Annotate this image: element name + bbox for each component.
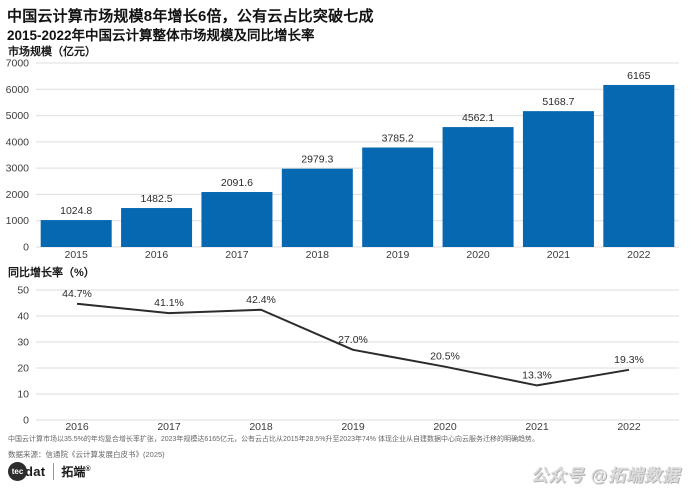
y-tick-label: 0	[23, 415, 29, 427]
y-tick-label: 40	[17, 311, 29, 323]
bar-value-label: 1024.8	[60, 205, 92, 217]
bar-value-label: 1482.5	[141, 193, 173, 205]
x-tick-label: 2016	[145, 249, 169, 261]
y-tick-label: 4000	[6, 136, 30, 148]
bar-axis-title: 市场规模（亿元）	[8, 46, 96, 58]
y-tick-label: 6000	[6, 84, 30, 96]
growth-line	[76, 302, 630, 387]
y-tick-label: 10	[17, 389, 29, 401]
bar-chart: 0 1000 2000 3000 4000 5000 6000 7000 1024.8 2015 1…	[6, 58, 679, 261]
line-point-label: 13.3%	[522, 369, 552, 381]
tecdat-logo-text: dat	[25, 463, 46, 479]
line-point-label: 44.7%	[62, 288, 92, 300]
bar-value-label: 3785.2	[382, 133, 414, 145]
watermark: 公众号 @拓端数据	[530, 466, 680, 485]
chart-subtitle: 2015-2022年中国云计算整体市场规模及同比增长率	[7, 28, 315, 43]
registered-mark: ®	[85, 465, 91, 473]
footnote: 中国云计算市场以35.5%的年均复合增长率扩张，2023年规模达6165亿元，公…	[8, 436, 539, 443]
x-tick-label: 2018	[306, 249, 330, 261]
logo-divider	[53, 462, 55, 480]
y-tick-label: 20	[17, 363, 29, 375]
x-tick-label: 2016	[65, 421, 89, 433]
bar-2015	[40, 220, 112, 247]
x-tick-label: 2022	[617, 421, 641, 433]
bar-2020	[442, 127, 514, 247]
y-tick-label: 5000	[6, 110, 30, 122]
bar-2019	[362, 147, 434, 247]
tecdat-logo-icon: tec	[8, 461, 27, 481]
y-tick-label: 7000	[6, 58, 30, 70]
bar-2016	[121, 208, 193, 247]
x-tick-label: 2021	[525, 421, 549, 433]
line-point-label: 20.5%	[430, 351, 460, 363]
x-tick-label: 2021	[547, 249, 571, 261]
x-tick-label: 2019	[386, 249, 410, 261]
x-tick-label: 2020	[433, 421, 457, 433]
y-tick-label: 1000	[6, 215, 30, 227]
y-tick-label: 0	[23, 242, 29, 254]
line-axis-title: 同比增长率（%）	[8, 267, 95, 279]
bar-2018	[281, 168, 353, 247]
y-tick-label: 2000	[6, 189, 30, 201]
brand-name-cn: 拓端®	[61, 464, 91, 479]
bar-value-label: 2091.6	[221, 177, 253, 189]
line-point-label: 41.1%	[154, 297, 184, 309]
bar-value-label: 6165	[627, 70, 651, 82]
bar-value-label: 4562.1	[462, 112, 494, 124]
bar-value-label: 5168.7	[542, 96, 574, 108]
y-tick-label: 30	[17, 337, 29, 349]
y-tick-label: 3000	[6, 163, 30, 175]
y-tick-label: 50	[17, 285, 29, 297]
bar-2017	[201, 192, 273, 247]
x-tick-label: 2017	[157, 421, 181, 433]
data-source: 数据来源：信通院《云计算发展白皮书》(2025)	[8, 450, 165, 459]
line-chart: 0 10 20 30 40 50 44.7% 2016 41.1% 2017 42.4% 2018 27…	[17, 285, 679, 433]
line-point-label: 27.0%	[338, 334, 368, 346]
x-tick-label: 2019	[341, 421, 365, 433]
bar-value-label: 2979.3	[301, 154, 333, 166]
x-tick-label: 2020	[466, 249, 490, 261]
line-point-label: 42.4%	[246, 294, 276, 306]
line-point-label: 19.3%	[614, 354, 644, 366]
bar-2022	[603, 84, 675, 247]
x-tick-label: 2018	[249, 421, 273, 433]
x-tick-label: 2022	[627, 249, 651, 261]
brand-logo: tec dat 拓端®	[8, 460, 91, 482]
x-tick-label: 2015	[65, 249, 89, 261]
bar-2021	[522, 111, 594, 247]
x-tick-label: 2017	[225, 249, 249, 261]
chart-title: 中国云计算市场规模8年增长6倍，公有云占比突破七成	[7, 8, 374, 25]
